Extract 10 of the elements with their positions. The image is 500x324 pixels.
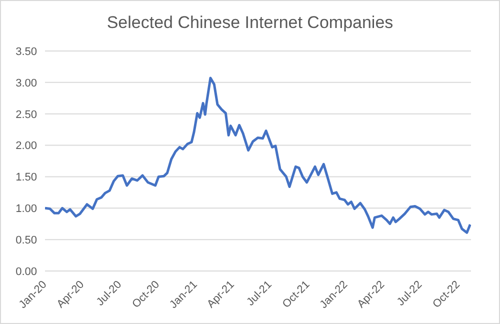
y-tick-label: 0.50 [16,234,37,246]
y-tick-label: 3.00 [16,77,37,90]
y-tick-label: 1.50 [16,172,37,184]
chart-title: Selected Chinese Internet Companies [106,13,394,33]
y-tick-label: 0.00 [16,266,37,278]
y-tick-label: 3.50 [16,46,37,58]
line-series [45,76,471,234]
y-tick-label: 2.00 [16,140,37,152]
y-tick-label: 2.50 [16,108,37,121]
y-tick-label: 1.00 [16,203,37,216]
